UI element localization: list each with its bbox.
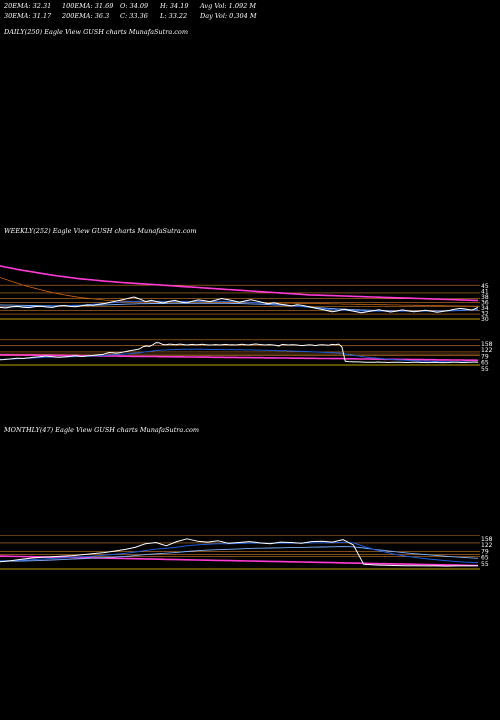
weekly-tick-label-6: 30: [481, 316, 489, 323]
daily-chart-caption: DAILY(250) Eagle View GUSH charts Munafa…: [4, 28, 188, 36]
weekly-long-price-line: [0, 342, 479, 364]
weekly-tick-label-3: 36: [481, 300, 489, 307]
stat-day-vol: Day Vol: 0.304 M: [200, 12, 257, 20]
monthly-tick-label-4: 55: [481, 561, 489, 568]
weekly-chart-caption: WEEKLY(252) Eagle View GUSH charts Munaf…: [4, 227, 197, 235]
stat-avg-vol: Avg Vol: 1.092 M: [200, 2, 257, 10]
weekly-ema-slow-line: [0, 265, 479, 302]
monthly-tick-label-0: 158: [481, 536, 493, 543]
weekly-tick-label-5: 32: [481, 311, 489, 318]
monthly-tick-label-2: 79: [481, 548, 489, 555]
monthly-ema-slow-line: [0, 555, 479, 567]
weekly-long-tick-label-0: 158: [481, 341, 493, 348]
monthly-ema-fast-line: [0, 541, 479, 564]
stat-30ema: 30EMA: 31.17: [4, 12, 52, 20]
weekly-price-line: [0, 296, 479, 314]
monthly-tick-label-1: 122: [481, 542, 493, 549]
stat-200ema: 200EMA: 36.3: [62, 12, 110, 20]
weekly-long-tick-label-1: 122: [481, 347, 493, 354]
weekly-tick-label-2: 38: [481, 294, 489, 301]
stat-low: L: 33.22: [160, 12, 188, 20]
monthly-tick-label-3: 65: [481, 555, 489, 562]
stat-20ema: 20EMA: 32.31: [4, 2, 52, 10]
monthly-price-line: [0, 538, 479, 567]
weekly-long-tick-label-3: 65: [481, 360, 489, 367]
stat-high: H: 34.19: [160, 2, 189, 10]
monthly-chart-caption: MONTHLY(47) Eagle View GUSH charts Munaf…: [4, 426, 200, 434]
weekly-tick-label-0: 45: [481, 283, 489, 290]
stat-open: O: 34.09: [120, 2, 149, 10]
weekly-long-tick-label-2: 79: [481, 353, 489, 360]
weekly-long-tick-label-4: 55: [481, 366, 489, 373]
stat-100ema: 100EMA: 31.69: [62, 2, 114, 10]
weekly-tick-label-4: 34: [481, 305, 489, 312]
weekly-tick-label-1: 41: [481, 289, 489, 296]
weekly-ema-mid-line: [0, 302, 479, 312]
monthly-ema-mid-line: [0, 546, 479, 562]
stat-close: C: 33.36: [120, 12, 148, 20]
